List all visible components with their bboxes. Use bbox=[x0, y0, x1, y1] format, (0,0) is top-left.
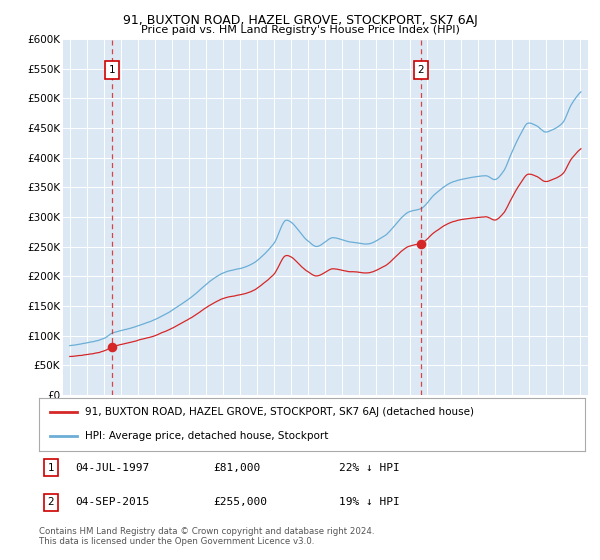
Text: £81,000: £81,000 bbox=[213, 463, 260, 473]
Text: 22% ↓ HPI: 22% ↓ HPI bbox=[339, 463, 400, 473]
Text: 91, BUXTON ROAD, HAZEL GROVE, STOCKPORT, SK7 6AJ: 91, BUXTON ROAD, HAZEL GROVE, STOCKPORT,… bbox=[122, 14, 478, 27]
Text: 04-JUL-1997: 04-JUL-1997 bbox=[75, 463, 149, 473]
Text: Contains HM Land Registry data © Crown copyright and database right 2024.
This d: Contains HM Land Registry data © Crown c… bbox=[39, 526, 374, 546]
Text: 19% ↓ HPI: 19% ↓ HPI bbox=[339, 497, 400, 507]
Text: 2: 2 bbox=[47, 497, 55, 507]
Text: 91, BUXTON ROAD, HAZEL GROVE, STOCKPORT, SK7 6AJ (detached house): 91, BUXTON ROAD, HAZEL GROVE, STOCKPORT,… bbox=[85, 408, 475, 418]
Text: Price paid vs. HM Land Registry's House Price Index (HPI): Price paid vs. HM Land Registry's House … bbox=[140, 25, 460, 35]
Text: 1: 1 bbox=[109, 65, 116, 75]
Point bbox=[416, 239, 426, 248]
Text: 1: 1 bbox=[47, 463, 55, 473]
Text: HPI: Average price, detached house, Stockport: HPI: Average price, detached house, Stoc… bbox=[85, 431, 329, 441]
Text: 2: 2 bbox=[418, 65, 424, 75]
Point bbox=[107, 342, 117, 351]
Text: £255,000: £255,000 bbox=[213, 497, 267, 507]
Text: 04-SEP-2015: 04-SEP-2015 bbox=[75, 497, 149, 507]
